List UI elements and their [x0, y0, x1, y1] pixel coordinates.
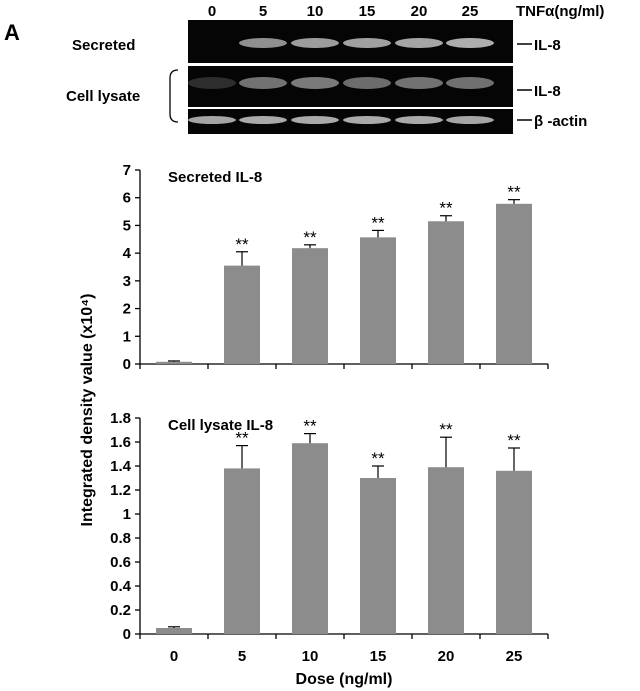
y-tick-label: 1.4 — [110, 458, 132, 475]
x-tick-label: 25 — [506, 648, 523, 665]
blot-band-actin — [343, 116, 391, 124]
band-label-actin: β -actin — [534, 113, 587, 130]
band-label-secreted: IL-8 — [534, 37, 561, 54]
y-tick-label: 1.6 — [110, 434, 131, 451]
treatment-label: TNFα(ng/ml) — [516, 3, 604, 20]
y-tick-label: 0 — [123, 356, 131, 373]
y-tick-label: 1.8 — [110, 410, 131, 427]
row-label-lysate: Cell lysate — [66, 88, 140, 105]
significance-marker: ** — [303, 228, 317, 247]
blot-band-secreted — [239, 38, 287, 48]
blot-dose-label: 25 — [462, 3, 479, 20]
bar — [360, 478, 396, 634]
bar — [292, 443, 328, 634]
y-tick-label: 1 — [123, 328, 131, 345]
blot-dose-label: 15 — [359, 3, 376, 20]
y-tick-label: 0 — [123, 626, 131, 643]
y-tick-label: 3 — [123, 273, 131, 290]
bar — [496, 470, 532, 634]
y-tick-label: 5 — [123, 217, 131, 234]
blot-band-actin — [239, 116, 287, 124]
blot-dose-label: 0 — [208, 3, 216, 20]
blot-band-lysate — [343, 77, 391, 89]
blot-dose-label: 10 — [307, 3, 324, 20]
row-label-secreted: Secreted — [72, 37, 135, 54]
chart-secreted-il8: 0 1 2 3 4 5 6 7 ** ** ** ** ** Secreted IL-8 — [123, 162, 549, 373]
bar — [360, 237, 396, 364]
blot-band-lysate — [446, 77, 494, 89]
y-tick-label: 0.4 — [110, 578, 132, 595]
significance-marker: ** — [507, 431, 521, 450]
lysate-bracket — [169, 69, 179, 123]
chart-title: Secreted IL-8 — [168, 169, 262, 186]
bar — [156, 628, 192, 634]
x-axis-label: Dose (ng/ml) — [296, 671, 393, 688]
significance-marker: ** — [439, 199, 453, 218]
y-tick-label: 7 — [123, 162, 131, 179]
blot-band-actin — [395, 116, 443, 124]
bar — [292, 248, 328, 364]
shared-y-axis-label: Integrated density value (x10⁴) — [79, 294, 96, 527]
significance-marker: ** — [371, 213, 385, 232]
x-tick-label: 20 — [438, 648, 455, 665]
panel-label: A — [4, 20, 20, 45]
western-blot: 0 5 10 15 20 25 TNFα(ng/ml) Secreted Cell lys… — [66, 3, 604, 134]
blot-dose-labels: 0 5 10 15 20 25 — [208, 3, 479, 20]
bar — [428, 467, 464, 634]
y-tick-label: 4 — [123, 245, 132, 262]
blot-band-lysate — [188, 77, 236, 89]
significance-marker: ** — [235, 235, 249, 254]
blot-band-actin — [446, 116, 494, 124]
y-tick-label: 1 — [123, 506, 131, 523]
y-tick-label: 2 — [123, 301, 131, 318]
blot-band-secreted — [446, 38, 494, 48]
bar — [496, 203, 532, 364]
y-tick-label: 0.8 — [110, 530, 131, 547]
blot-band-secreted — [343, 38, 391, 48]
x-tick-label: 10 — [302, 648, 319, 665]
band-label-lysate: IL-8 — [534, 83, 561, 100]
significance-marker: ** — [371, 449, 385, 468]
blot-band-lysate — [291, 77, 339, 89]
significance-marker: ** — [507, 183, 521, 202]
bar — [224, 265, 260, 364]
y-tick-label: 0.2 — [110, 602, 131, 619]
x-tick-label: 0 — [170, 648, 178, 665]
y-tick-label: 0.6 — [110, 554, 131, 571]
blot-band-actin — [291, 116, 339, 124]
y-tick-label: 1.2 — [110, 482, 131, 499]
x-tick-label: 15 — [370, 648, 387, 665]
blot-band-secreted — [291, 38, 339, 48]
blot-bands — [188, 38, 494, 124]
blot-band-secreted — [395, 38, 443, 48]
bar — [428, 221, 464, 364]
bar — [224, 468, 260, 634]
blot-band-lysate — [239, 77, 287, 89]
significance-marker: ** — [235, 429, 249, 448]
significance-marker: ** — [439, 420, 453, 439]
chart-lysate-il8: 00.20.40.60.811.21.41.61.8**********Cell… — [110, 410, 549, 688]
blot-dose-label: 5 — [259, 3, 267, 20]
significance-marker: ** — [303, 417, 317, 436]
x-tick-label: 5 — [238, 648, 246, 665]
blot-dose-label: 20 — [411, 3, 428, 20]
blot-band-actin — [188, 116, 236, 124]
chart-title: Cell lysate IL-8 — [168, 417, 273, 434]
blot-band-lysate — [395, 77, 443, 89]
y-tick-label: 6 — [123, 190, 131, 207]
bar — [156, 361, 192, 364]
